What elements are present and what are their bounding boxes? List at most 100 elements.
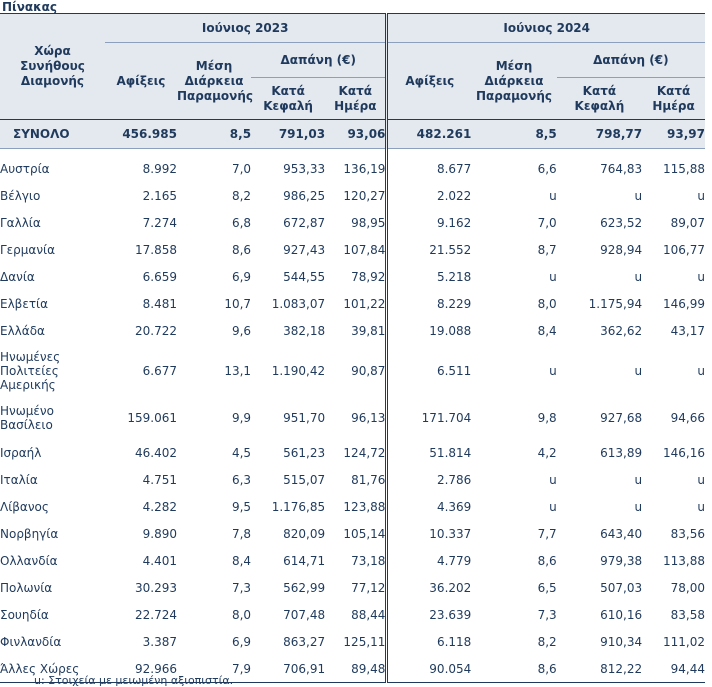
per-day-2023-cell: 93,06	[325, 119, 387, 149]
per-day-2024-cell: 113,88	[663, 553, 705, 568]
per-day-2023-cell: 101,22	[343, 296, 386, 311]
avg-stay-2023-cell: 8,2	[231, 188, 252, 203]
spending-2024-header: Δαπάνη (€)	[556, 42, 705, 78]
country-cell: Λίβανος	[0, 499, 49, 514]
table-row: Φινλανδία 3.387 6,9 863,27 125,11 6.118 8,2 910…	[0, 628, 705, 655]
table-row: Γαλλία 7.274 6,8 672,87 98,95 9.162 7,0 623,52 8…	[0, 209, 705, 236]
per-day-2024-cell: 146,16	[663, 445, 705, 460]
per-day-2023-header: Κατά Ημέρα	[325, 77, 387, 120]
arrivals-2024-cell: 21.552	[385, 236, 472, 263]
arrivals-2024-cell: 51.814	[385, 439, 472, 466]
per-capita-2023-cell: 1.176,85	[271, 499, 326, 514]
avg-stay-2023-cell: 9,5	[231, 499, 252, 514]
arrivals-2024-cell: 10.337	[385, 520, 472, 547]
per-day-2024-cell: 94,44	[642, 655, 705, 683]
per-capita-2024-cell: 1.175,94	[588, 296, 643, 311]
avg-stay-2023-cell: 4,5	[231, 445, 252, 460]
arrivals-2024-cell: 19.088	[385, 317, 472, 344]
per-day-2024-cell: u	[697, 363, 705, 378]
per-day-2023-cell: 73,18	[351, 553, 386, 568]
avg-stay-2024-cell: u	[549, 499, 557, 514]
arrivals-2023-cell: 6.677	[142, 363, 177, 378]
arrivals-2024-cell: 9.162	[385, 209, 472, 236]
per-day-2024-cell: 115,88	[663, 161, 705, 176]
avg-stay-2024-cell: 7,0	[537, 215, 557, 230]
per-capita-2024-cell: 613,89	[600, 445, 643, 460]
per-capita-2023-cell: 863,27	[283, 634, 326, 649]
avg-stay-2023-cell: 6,9	[231, 634, 252, 649]
per-day-2023-cell: 123,88	[343, 499, 386, 514]
country-cell: Πολωνία	[0, 580, 53, 595]
arrivals-2023-cell: 22.724	[134, 607, 177, 622]
per-capita-2023-cell: 1.083,07	[271, 296, 326, 311]
avg-stay-2024-cell: 8,2	[537, 634, 557, 649]
avg-stay-2023-cell: 8,0	[231, 607, 252, 622]
per-capita-2023-cell: 515,07	[283, 472, 326, 487]
per-capita-2023-cell: 706,91	[251, 655, 326, 683]
arrivals-2023-cell: 4.401	[142, 553, 177, 568]
arrivals-2023-cell: 17.858	[134, 242, 177, 257]
table-row: Ηνωμένες Πολιτείες Αμερικής 6.677 13,1 1.19…	[0, 344, 705, 397]
table-row: Σουηδία 22.724 8,0 707,48 88,44 23.639 7,3 610,…	[0, 601, 705, 628]
spending-2023-header: Δαπάνη (€)	[251, 42, 387, 78]
table-row: Άλλες Χώρες 92.966 7,9 706,91 89,48 90.054 8,6…	[0, 655, 705, 683]
per-capita-2024-cell: u	[634, 472, 643, 487]
country-cell: Ισραήλ	[0, 445, 42, 460]
per-capita-2023-cell: 951,70	[283, 411, 326, 425]
arrivals-2024-header: Αφίξεις	[385, 42, 472, 120]
per-capita-2024-cell: 764,83	[600, 161, 643, 176]
country-cell: Ελβετία	[0, 296, 49, 311]
per-capita-2023-cell: 820,09	[283, 526, 326, 541]
avg-stay-2023-cell: 6,8	[231, 215, 252, 230]
table-row: Ηνωμένο Βασίλειο 159.061 9,9 951,70 96,13 171…	[0, 397, 705, 439]
country-cell: Άλλες Χώρες	[0, 655, 105, 683]
arrivals-2023-cell: 456.985	[104, 119, 177, 149]
per-capita-2024-cell: 798,77	[556, 119, 643, 149]
per-capita-2023-cell: 927,43	[283, 242, 326, 257]
arrivals-2024-cell: 2.022	[385, 182, 472, 209]
arrivals-2023-cell: 6.659	[142, 269, 177, 284]
avg-stay-2024-cell: u	[549, 472, 557, 487]
per-capita-2024-cell: 643,40	[600, 526, 643, 541]
country-cell: Γαλλία	[0, 215, 41, 230]
per-day-2024-cell: 94,66	[670, 411, 705, 425]
per-capita-2024-cell: 362,62	[600, 323, 643, 338]
period-2023-header: Ιούνιος 2023	[104, 13, 387, 43]
avg-stay-2024-cell: u	[549, 363, 557, 378]
country-column-header: Χώρα Συνήθους Διαμονής	[0, 13, 105, 120]
arrivals-2023-cell: 9.890	[142, 526, 177, 541]
avg-stay-2024-cell: 4,2	[537, 445, 557, 460]
table-row: Νορβηγία 9.890 7,8 820,09 105,14 10.337 7,7 643…	[0, 520, 705, 547]
per-day-2023-cell: 124,72	[343, 445, 386, 460]
arrivals-2023-header: Αφίξεις	[104, 42, 177, 120]
country-cell: Αυστρία	[0, 161, 50, 176]
per-capita-2023-cell: 544,55	[283, 269, 326, 284]
arrivals-2023-cell: 3.387	[142, 634, 177, 649]
avg-stay-2024-cell: 8,5	[471, 119, 557, 149]
per-capita-2023-cell: 1.190,42	[271, 363, 326, 378]
per-day-2023-cell: 78,92	[351, 269, 386, 284]
arrivals-2023-cell: 92.966	[104, 655, 177, 683]
arrivals-2024-cell: 8.677	[385, 155, 472, 182]
per-day-2024-cell: u	[697, 188, 705, 203]
country-cell: Ιταλία	[0, 472, 38, 487]
per-day-2024-cell: 83,56	[670, 526, 705, 541]
per-capita-2024-cell: u	[634, 363, 643, 378]
per-capita-2023-cell: 707,48	[283, 607, 326, 622]
arrivals-2023-cell: 20.722	[134, 323, 177, 338]
per-capita-2024-header: Κατά Κεφαλή	[556, 77, 643, 120]
avg-stay-2023-cell: 8,6	[231, 242, 252, 257]
arrivals-2024-cell: 6.118	[385, 628, 472, 655]
per-capita-2023-cell: 382,18	[283, 323, 326, 338]
per-day-2024-cell: 43,17	[670, 323, 705, 338]
avg-stay-2023-cell: 8,5	[176, 119, 252, 149]
avg-stay-2023-cell: 7,3	[231, 580, 252, 595]
arrivals-2024-cell: 4.779	[385, 547, 472, 574]
per-day-2024-header: Κατά Ημέρα	[642, 77, 705, 120]
per-day-2023-cell: 125,11	[343, 634, 386, 649]
per-capita-2023-cell: 614,71	[283, 553, 326, 568]
per-capita-2023-cell: 561,23	[283, 445, 326, 460]
arrivals-2024-cell: 171.704	[385, 397, 472, 439]
table-row: Πολωνία 30.293 7,3 562,99 77,12 36.202 6,5 507,…	[0, 574, 705, 601]
avg-stay-2024-cell: 8,0	[537, 296, 557, 311]
